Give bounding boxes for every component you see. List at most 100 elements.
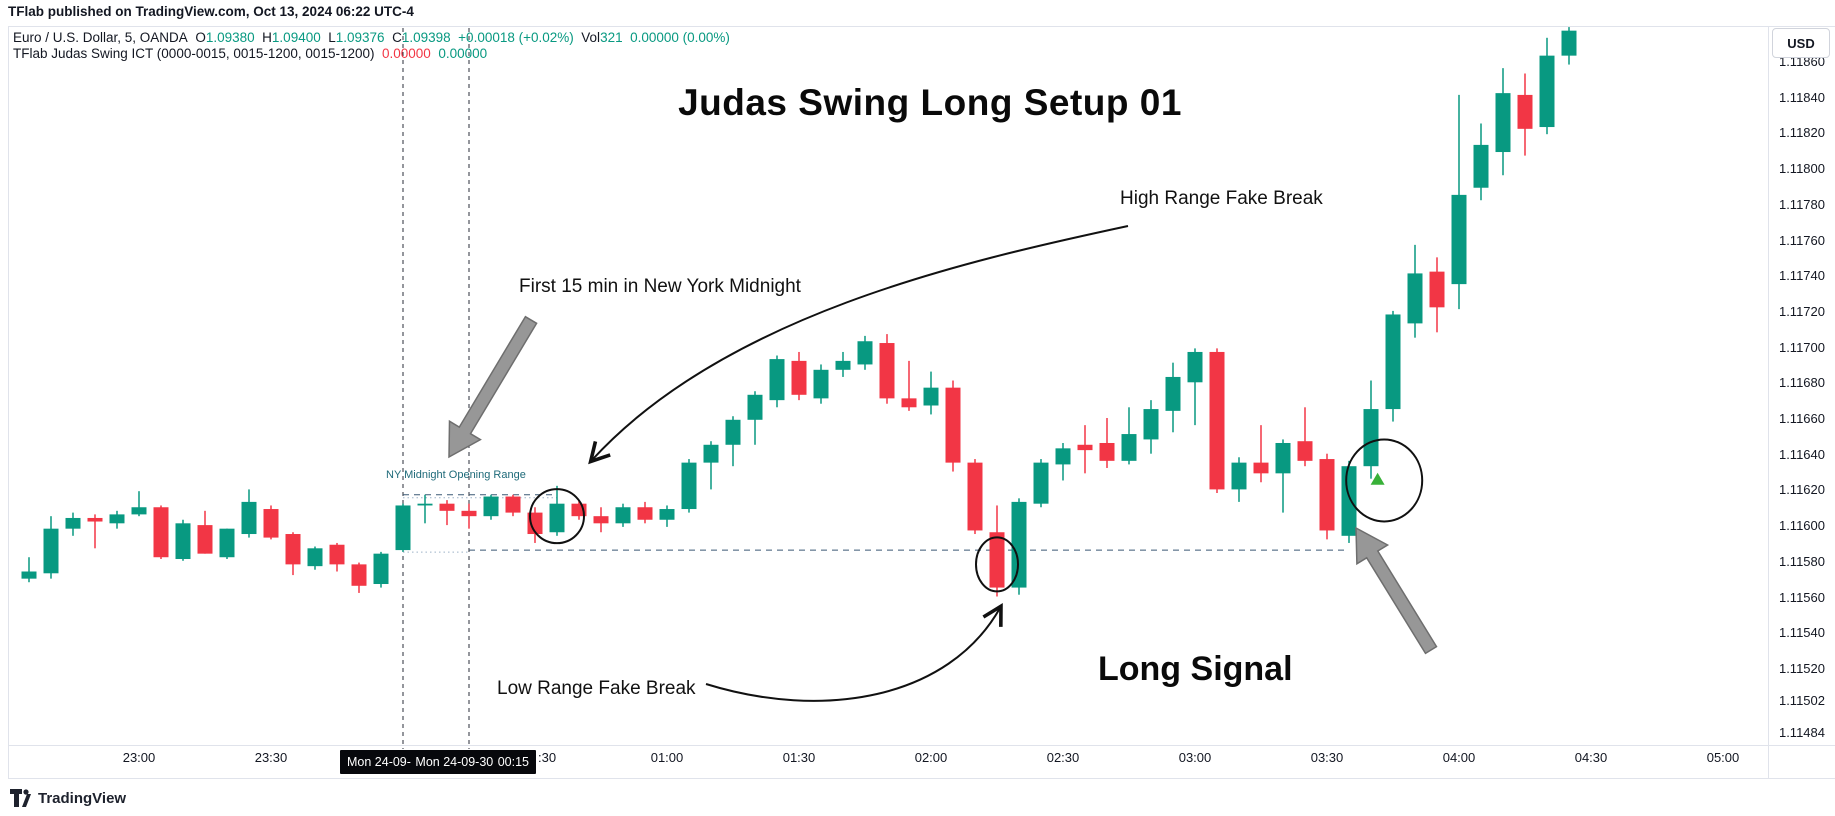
tooltip-date-start: Mon 24-09- <box>347 755 411 769</box>
candle-body-03:15 <box>1253 462 1269 474</box>
candle-body-02:40 <box>1099 442 1115 461</box>
candle-body-02:25 <box>1033 462 1049 504</box>
candle-body-02:15 <box>989 532 1005 588</box>
high-label: H <box>262 30 272 45</box>
candle-body-01:00 <box>659 509 675 520</box>
time-axis-label-03:00: 03:00 <box>1178 750 1212 765</box>
long-signal-arrow <box>1355 526 1438 655</box>
candle-body-02:05 <box>945 387 961 463</box>
candle-body-03:30 <box>1319 459 1335 531</box>
candle-body-02:55 <box>1165 376 1181 411</box>
price-axis-label-1.11740: 1.11740 <box>1778 268 1825 284</box>
symbol-status-line: Euro / U.S. Dollar, 5, OANDA O1.09380 H1… <box>13 30 730 45</box>
price-axis-label-1.11780: 1.11780 <box>1778 196 1825 212</box>
indicator-value-green: 0.00000 <box>438 46 488 61</box>
price-axis-label-1.11800: 1.11800 <box>1778 161 1825 177</box>
candle-body-00:45 <box>593 516 609 524</box>
change-value: +0.00018 (+0.02%) <box>458 30 574 45</box>
price-axis-label-1.11640: 1.11640 <box>1778 446 1825 462</box>
tooltip-date-end: Mon 24-09-30 <box>415 755 494 769</box>
candle-body-23:50 <box>351 564 367 586</box>
candle-body-04:25 <box>1561 30 1577 56</box>
candle-body-02:00 <box>923 387 939 406</box>
candle-body-03:00 <box>1187 351 1203 383</box>
candle-body-03:05 <box>1209 351 1225 490</box>
candle-body-00:10 <box>439 503 455 511</box>
candle-body-23:05 <box>153 507 169 558</box>
price-axis-label-1.11760: 1.11760 <box>1778 232 1825 248</box>
volume-label: Vol <box>581 30 601 45</box>
high-value: 1.09400 <box>271 30 321 45</box>
time-axis-label-04:30: 04:30 <box>1574 750 1608 765</box>
candle-body-01:10 <box>703 444 719 463</box>
time-axis-label-01:00: 01:00 <box>650 750 684 765</box>
candle-body-04:00 <box>1451 194 1467 285</box>
candle-body-02:45 <box>1121 434 1137 461</box>
chart-title: Judas Swing Long Setup 01 <box>678 82 1182 123</box>
price-axis-label-1.11560: 1.11560 <box>1778 589 1825 605</box>
time-axis-label-01:30: 01:30 <box>782 750 816 765</box>
candle-body-01:15 <box>725 419 741 445</box>
circle-low-range-fake-break <box>975 536 1019 593</box>
open-value: 1.09380 <box>205 30 255 45</box>
candle-body-23:10 <box>175 523 191 560</box>
time-range-tooltip: Mon 24-09- Mon 24-09-30 00:15 <box>340 750 536 774</box>
candle-body-03:55 <box>1429 271 1445 308</box>
candle-body-03:50 <box>1407 273 1423 324</box>
time-axis-label-04:00: 04:00 <box>1442 750 1476 765</box>
price-axis-label-1.11660: 1.11660 <box>1778 411 1825 426</box>
candle-body-23:55 <box>373 553 389 585</box>
candle-body-23:30 <box>263 509 279 538</box>
candle-body-04:10 <box>1495 93 1511 153</box>
candle-body-01:20 <box>747 394 763 420</box>
volume-value: 321 <box>600 30 623 45</box>
candle-body-03:25 <box>1297 441 1313 461</box>
symbol-title[interactable]: Euro / U.S. Dollar, 5, OANDA <box>13 30 188 45</box>
candle-body-03:35 <box>1341 466 1357 536</box>
indicator-title[interactable]: TFlab Judas Swing ICT (0000-0015, 0015-1… <box>13 46 375 61</box>
price-axis-label-1.11484: 1.11484 <box>1778 725 1825 741</box>
time-axis-label-23:00: 23:00 <box>122 750 156 765</box>
currency-toggle-button[interactable]: USD <box>1772 28 1830 58</box>
candle-body-01:55 <box>901 398 917 408</box>
annotation-first-15-min: First 15 min in New York Midnight <box>519 276 801 297</box>
annotation-long-signal: Long Signal <box>1098 650 1293 688</box>
long-entry-marker <box>1370 472 1385 485</box>
candle-body-23:25 <box>241 501 257 535</box>
low-label: L <box>328 30 336 45</box>
candle-body-02:50 <box>1143 409 1159 440</box>
annotation-ny-midnight-range: NY Midnight Opening Range <box>386 469 526 481</box>
low-range-arrow <box>705 603 1003 702</box>
time-axis-label-02:00: 02:00 <box>914 750 948 765</box>
candle-body-23:20 <box>219 528 235 558</box>
tradingview-logo-icon <box>10 789 31 807</box>
price-axis-label-1.11840: 1.11840 <box>1778 89 1825 105</box>
candle-body-22:35 <box>21 571 37 579</box>
price-axis-label-1.11680: 1.11680 <box>1778 375 1825 391</box>
annotation-high-range-fake-break: High Range Fake Break <box>1120 188 1323 209</box>
close-value: 1.09398 <box>401 30 451 45</box>
candle-body-23:00 <box>131 507 147 515</box>
tradingview-footer-link[interactable]: TradingView <box>10 789 126 807</box>
candle-body-02:10 <box>967 462 983 531</box>
candle-body-23:40 <box>307 548 323 567</box>
candle-body-00:30 <box>527 512 543 535</box>
candle-body-01:45 <box>857 341 873 365</box>
candle-body-02:20 <box>1011 501 1027 588</box>
price-axis-label-1.11700: 1.11700 <box>1778 339 1825 355</box>
chart-frame-bottom <box>8 778 1835 779</box>
candle-body-23:15 <box>197 525 213 554</box>
time-axis-label-05:00: 05:00 <box>1706 750 1740 765</box>
candle-body-04:20 <box>1539 55 1555 128</box>
candle-body-00:35 <box>549 503 565 533</box>
tradingview-brand-text: TradingView <box>38 789 127 807</box>
price-axis-label-1.11580: 1.11580 <box>1778 553 1825 569</box>
candle-body-00:05 <box>417 503 433 506</box>
chart-frame-top <box>8 26 1835 27</box>
volume-extra: 0.00000 (0.00%) <box>630 30 730 45</box>
chart-frame-left <box>8 26 9 778</box>
low-value: 1.09376 <box>335 30 385 45</box>
annotation-low-range-fake-break: Low Range Fake Break <box>497 678 696 699</box>
candle-body-03:40 <box>1363 409 1379 467</box>
